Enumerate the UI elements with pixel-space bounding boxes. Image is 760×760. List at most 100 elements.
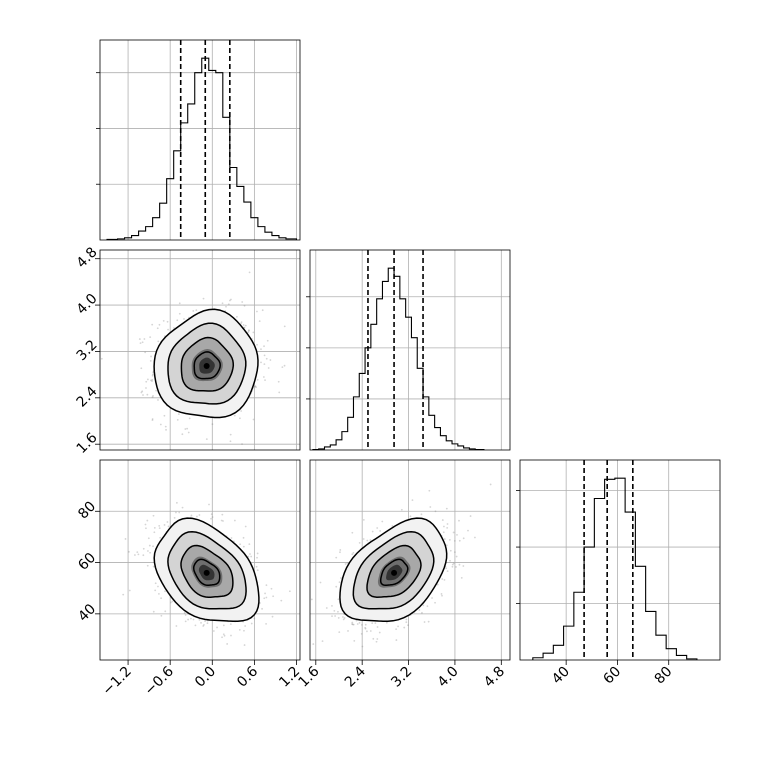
- sample-point: [263, 597, 266, 600]
- sample-point: [460, 577, 463, 579]
- sample-point: [427, 620, 430, 623]
- sample-point: [443, 538, 446, 540]
- y-tick-label: 3.2: [74, 337, 101, 364]
- sample-point: [366, 539, 369, 542]
- sample-point: [280, 599, 283, 602]
- sample-point: [376, 527, 379, 529]
- x-tick-label: 0.0: [192, 664, 219, 691]
- sample-point: [364, 627, 367, 630]
- sample-point: [449, 549, 452, 552]
- sample-point: [160, 597, 163, 600]
- sample-point: [263, 354, 266, 357]
- sample-point: [337, 617, 340, 619]
- contour-line: [352, 530, 435, 610]
- sample-point: [263, 345, 265, 348]
- sample-point: [157, 585, 159, 588]
- sample-point: [364, 623, 367, 626]
- sample-point: [242, 324, 245, 326]
- sample-point: [140, 367, 143, 370]
- sample-point: [153, 526, 156, 529]
- sample-point: [176, 418, 179, 421]
- sample-point: [239, 543, 242, 546]
- panel-content: [100, 250, 300, 450]
- sample-point: [248, 543, 251, 545]
- sample-point: [397, 625, 399, 628]
- sample-point: [241, 443, 243, 445]
- sample-point: [226, 643, 229, 645]
- sample-point: [216, 626, 218, 629]
- sample-point: [165, 428, 167, 431]
- sample-point: [310, 598, 313, 601]
- x-tick-label: 60: [600, 664, 624, 688]
- sample-point: [342, 616, 344, 618]
- sample-point: [253, 617, 256, 620]
- sample-point: [247, 331, 250, 334]
- sample-point: [256, 552, 259, 555]
- sample-point: [256, 556, 258, 559]
- histogram-step: [312, 267, 485, 451]
- sample-point: [256, 310, 258, 313]
- sample-point: [190, 617, 192, 620]
- sample-point: [153, 531, 156, 534]
- sample-point: [266, 339, 269, 342]
- sample-point: [183, 318, 185, 320]
- sample-point: [446, 570, 449, 573]
- sample-point: [151, 396, 154, 399]
- sample-point: [164, 590, 166, 593]
- sample-point: [238, 628, 241, 631]
- sample-point: [452, 531, 455, 534]
- contour-line: [379, 558, 409, 586]
- sample-point: [248, 271, 251, 274]
- sample-point: [152, 545, 154, 548]
- sample-point: [353, 639, 356, 642]
- sample-point: [385, 621, 388, 624]
- sample-point: [443, 578, 446, 581]
- sample-point: [263, 363, 266, 366]
- histogram-step: [532, 477, 698, 660]
- sample-point: [143, 338, 146, 340]
- sample-point: [230, 634, 232, 637]
- sample-point: [381, 520, 384, 523]
- sample-point: [446, 523, 449, 525]
- sample-point: [222, 633, 225, 636]
- sample-point: [376, 626, 379, 628]
- sample-point: [441, 519, 444, 521]
- sample-point: [240, 321, 243, 323]
- sample-point: [335, 556, 338, 559]
- sample-point: [173, 327, 175, 329]
- sample-point: [140, 391, 143, 394]
- sample-point: [244, 625, 247, 627]
- sample-point: [489, 483, 492, 486]
- sample-point: [281, 366, 284, 369]
- sample-point: [244, 324, 247, 327]
- sample-point: [434, 510, 437, 513]
- sample-point: [242, 545, 245, 548]
- sample-point: [474, 536, 476, 539]
- sample-point: [265, 623, 267, 625]
- sample-point: [431, 597, 433, 599]
- sample-point: [405, 618, 408, 621]
- sample-point: [371, 530, 374, 533]
- y-tick-label: 40: [75, 601, 99, 625]
- sample-point: [220, 519, 223, 522]
- sample-point: [177, 413, 180, 415]
- sample-point: [241, 301, 244, 303]
- sample-point: [184, 620, 187, 623]
- y-tick-label: 80: [75, 498, 99, 522]
- sample-point: [230, 298, 232, 301]
- sample-point: [167, 525, 170, 528]
- sample-point: [243, 629, 245, 632]
- sample-point: [342, 618, 345, 621]
- y-tick-label: 1.6: [74, 430, 101, 457]
- sample-point: [151, 374, 154, 377]
- sample-point: [449, 559, 451, 562]
- sample-point: [264, 592, 266, 595]
- sample-point: [265, 584, 268, 587]
- sample-point: [225, 305, 227, 308]
- panel-frame: [309, 459, 511, 661]
- sample-point: [150, 355, 152, 358]
- sample-point: [146, 519, 149, 522]
- sample-point: [395, 639, 398, 641]
- sample-point: [423, 621, 426, 623]
